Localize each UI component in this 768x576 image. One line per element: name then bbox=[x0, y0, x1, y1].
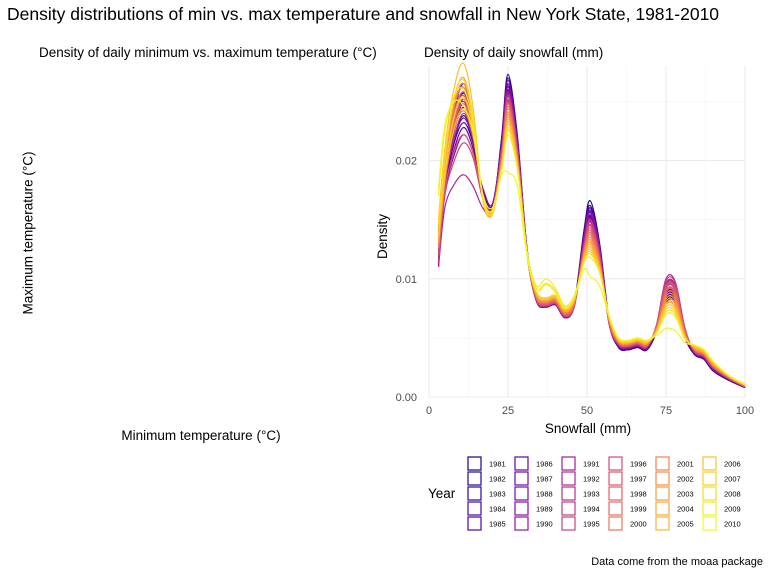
legend-label-1994: 1994 bbox=[583, 505, 600, 514]
legend-label-1997: 1997 bbox=[630, 475, 647, 484]
legend-key-2003 bbox=[655, 486, 670, 501]
y-tick-label: 0.01 bbox=[396, 274, 417, 286]
legend-key-2005 bbox=[655, 516, 670, 531]
legend-key-2001 bbox=[655, 456, 670, 471]
legend-key-1992 bbox=[561, 471, 576, 486]
legend-label-2004: 2004 bbox=[677, 505, 694, 514]
legend-label-1989: 1989 bbox=[536, 505, 553, 514]
legend-key-2002 bbox=[655, 471, 670, 486]
legend-label-1987: 1987 bbox=[536, 475, 553, 484]
legend-label-2009: 2009 bbox=[724, 505, 741, 514]
main-title: Density distributions of min vs. max tem… bbox=[7, 4, 720, 24]
legend-label-2000: 2000 bbox=[630, 520, 647, 529]
temperature-x-axis-label: Minimum temperature (°C) bbox=[121, 428, 281, 443]
legend-label-1988: 1988 bbox=[536, 490, 553, 499]
legend-key-1991 bbox=[561, 456, 576, 471]
legend-key-2009 bbox=[702, 501, 717, 516]
legend-label-1993: 1993 bbox=[583, 490, 600, 499]
legend-key-2010 bbox=[702, 516, 717, 531]
legend-label-1981: 1981 bbox=[489, 460, 506, 469]
legend-label-2008: 2008 bbox=[724, 490, 741, 499]
legend-key-1987 bbox=[514, 471, 529, 486]
legend-label-2005: 2005 bbox=[677, 520, 694, 529]
legend-label-2007: 2007 bbox=[724, 475, 741, 484]
legend-key-1996 bbox=[608, 456, 623, 471]
legend-key-1988 bbox=[514, 486, 529, 501]
temperature-y-axis-label: Maximum temperature (°C) bbox=[20, 151, 36, 315]
legend-key-1983 bbox=[467, 486, 482, 501]
temperature-panel-title: Density of daily minimum vs. maximum tem… bbox=[39, 45, 377, 60]
legend-label-1990: 1990 bbox=[536, 520, 553, 529]
legend-key-2008 bbox=[702, 486, 717, 501]
legend-label-1986: 1986 bbox=[536, 460, 553, 469]
density-line-1999 bbox=[437, 103, 746, 387]
legend-label-1983: 1983 bbox=[489, 490, 506, 499]
legend-label-1982: 1982 bbox=[489, 475, 506, 484]
legend-key-1997 bbox=[608, 471, 623, 486]
density-line-2009 bbox=[437, 87, 746, 385]
legend-key-2007 bbox=[702, 471, 717, 486]
legend-key-1999 bbox=[608, 501, 623, 516]
density-line-2000 bbox=[437, 86, 746, 387]
density-line-2010 bbox=[437, 99, 746, 385]
legend-key-1986 bbox=[514, 456, 529, 471]
legend-label-1991: 1991 bbox=[583, 460, 600, 469]
legend-label-2006: 2006 bbox=[724, 460, 741, 469]
legend-key-2004 bbox=[655, 501, 670, 516]
legend-label-1999: 1999 bbox=[630, 505, 647, 514]
caption: Data come from the moaa package bbox=[591, 556, 763, 568]
legend-label-2010: 2010 bbox=[724, 520, 741, 529]
legend-key-1985 bbox=[467, 516, 482, 531]
legend-key-1989 bbox=[514, 501, 529, 516]
legend-label-1998: 1998 bbox=[630, 490, 647, 499]
legend-title: Year bbox=[428, 486, 456, 501]
x-tick-label: 75 bbox=[660, 405, 672, 417]
legend-label-1995: 1995 bbox=[583, 520, 600, 529]
x-axis-label: Snowfall (mm) bbox=[545, 421, 631, 436]
legend-key-1993 bbox=[561, 486, 576, 501]
legend-key-1998 bbox=[608, 486, 623, 501]
y-axis-label: Density bbox=[375, 214, 390, 259]
legend-key-1981 bbox=[467, 456, 482, 471]
legend-key-1982 bbox=[467, 471, 482, 486]
legend-key-2006 bbox=[702, 456, 717, 471]
legend-label-1984: 1984 bbox=[489, 505, 506, 514]
legend-key-1984 bbox=[467, 501, 482, 516]
legend-label-1996: 1996 bbox=[630, 460, 647, 469]
legend-key-1995 bbox=[561, 516, 576, 531]
snowfall-panel-title: Density of daily snowfall (mm) bbox=[424, 45, 604, 60]
y-tick-label: 0.00 bbox=[396, 392, 417, 404]
legend-label-2003: 2003 bbox=[677, 490, 694, 499]
legend: Year 1981 1982 1983 1984 1985 1986 1987 1988 1989… bbox=[428, 456, 741, 531]
legend-key-1994 bbox=[561, 501, 576, 516]
density-line-1984 bbox=[437, 92, 746, 389]
legend-label-1992: 1992 bbox=[583, 475, 600, 484]
legend-label-1985: 1985 bbox=[489, 520, 506, 529]
snowfall-density-panel: 0 25 50 75 100 0.00 0.01 0.02 Snowfall (mm) Densi… bbox=[375, 62, 754, 436]
legend-key-1990 bbox=[514, 516, 529, 531]
x-tick-label: 50 bbox=[581, 405, 593, 417]
x-tick-label: 0 bbox=[426, 405, 432, 417]
x-tick-label: 25 bbox=[502, 405, 514, 417]
x-tick-label: 100 bbox=[736, 405, 754, 417]
y-tick-label: 0.02 bbox=[396, 156, 417, 168]
legend-key-2000 bbox=[608, 516, 623, 531]
legend-label-2001: 2001 bbox=[677, 460, 694, 469]
legend-label-2002: 2002 bbox=[677, 475, 694, 484]
